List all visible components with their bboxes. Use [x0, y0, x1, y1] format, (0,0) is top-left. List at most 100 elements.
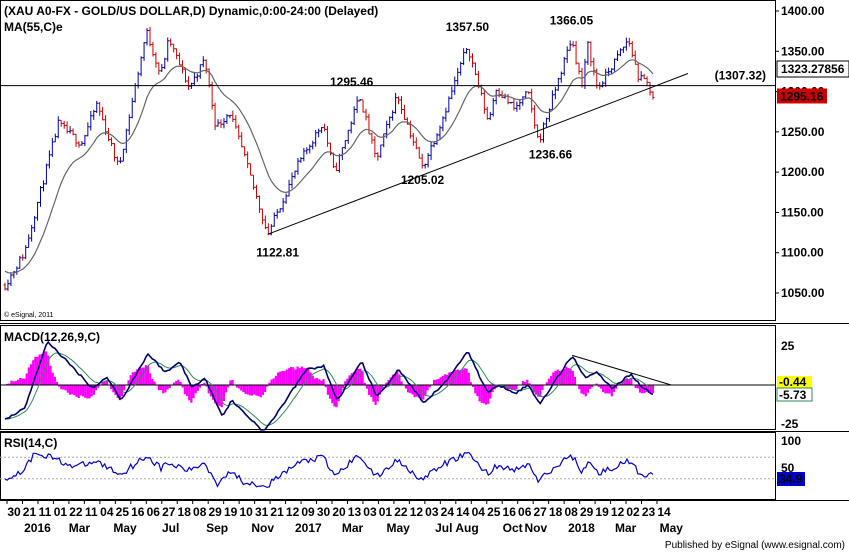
x-day-label: 22 — [69, 505, 83, 519]
price-annotation: 1357.50 — [446, 20, 490, 34]
chart-title: (XAU A0-FX - GOLD/US DOLLAR,D) Dynamic,0… — [4, 4, 378, 18]
x-month-label: Mar — [615, 521, 637, 535]
x-month-label: Sep — [206, 521, 228, 535]
x-day-label: 22 — [394, 505, 408, 519]
x-month-label: Jul — [435, 521, 452, 535]
rsi-line — [4, 451, 654, 489]
x-day-label: 16 — [131, 505, 145, 519]
x-day-label: 24 — [441, 505, 455, 519]
x-month-label: Mar — [342, 521, 364, 535]
rsi-legend: RSI(14,C) — [4, 436, 57, 450]
x-day-label: 09 — [301, 505, 315, 519]
x-day-label: 04 — [100, 505, 114, 519]
x-day-label: 11 — [85, 505, 98, 519]
macd-value: -0.44 — [779, 375, 807, 389]
macd-legend: MACD(12,26,9,C) — [4, 330, 100, 344]
current-price-value: 1295.16 — [780, 89, 824, 103]
x-day-label: 21 — [23, 505, 37, 519]
x-day-label: 19 — [595, 505, 609, 519]
x-month-label: Mar — [69, 521, 91, 535]
x-day-label: 14 — [456, 505, 470, 519]
price-tick-label: 1050.00 — [781, 286, 825, 300]
price-trendline — [267, 73, 689, 235]
x-day-label: 27 — [162, 505, 176, 519]
x-month-label: 2017 — [295, 521, 322, 535]
x-day-label: 12 — [410, 505, 424, 519]
macd-trendline — [572, 354, 672, 386]
x-day-label: 25 — [487, 505, 501, 519]
x-day-label: 25 — [116, 505, 130, 519]
x-month-label: May — [660, 521, 684, 535]
macd-value-badge — [777, 376, 812, 388]
macd-panel-frame — [0, 325, 776, 430]
x-day-label: 11 — [39, 505, 52, 519]
x-day-label: 29 — [209, 505, 223, 519]
price-tick-label: 1250.00 — [781, 125, 825, 139]
macd-tick-label: -25 — [781, 417, 799, 431]
x-month-label: Nov — [525, 521, 548, 535]
x-day-label: 12 — [286, 505, 300, 519]
price-tick-label: 1200.00 — [781, 165, 825, 179]
x-day-label: 04 — [472, 505, 486, 519]
macd-signal-value: -5.73 — [779, 388, 807, 402]
price-annotation: 1236.66 — [529, 148, 573, 162]
price-annotation: 1366.05 — [550, 13, 594, 27]
price-annotation: 1122.81 — [256, 245, 299, 259]
hline-label: (1307.32) — [715, 69, 766, 83]
x-day-label: 03 — [363, 505, 377, 519]
price-annotation: 1205.02 — [401, 173, 445, 187]
ma-value: 1323.27856 — [781, 62, 845, 76]
ma-legend: MA(55,C)e — [4, 20, 63, 34]
x-day-label: 06 — [518, 505, 532, 519]
x-day-label: 08 — [193, 505, 207, 519]
x-day-label: 08 — [564, 505, 578, 519]
rsi-tick-label: 50 — [781, 461, 795, 475]
x-day-label: 27 — [534, 505, 548, 519]
price-panel-frame — [0, 0, 776, 321]
price-tick-label: 1100.00 — [781, 246, 824, 260]
macd-tick-label: 25 — [781, 339, 795, 353]
x-day-label: 19 — [224, 505, 238, 519]
current-price-badge — [777, 88, 827, 104]
x-day-label: 03 — [425, 505, 439, 519]
x-day-label: 23 — [642, 505, 656, 519]
x-month-label: Jul — [162, 521, 179, 535]
ma-value-badge — [776, 60, 849, 78]
x-day-label: 16 — [503, 505, 517, 519]
rsi-value-badge — [777, 472, 805, 486]
x-month-label: May — [113, 521, 137, 535]
ma-line — [4, 59, 654, 274]
price-tick-label: 1400.00 — [781, 4, 825, 18]
x-day-label: 12 — [611, 505, 625, 519]
rsi-tick-label: 100 — [781, 434, 801, 448]
x-day-label: 01 — [379, 505, 393, 519]
x-day-label: 18 — [178, 505, 192, 519]
x-month-label: 2016 — [24, 521, 51, 535]
x-month-label: Aug — [455, 521, 478, 535]
x-day-label: 06 — [147, 505, 161, 519]
price-tick-label: 1150.00 — [781, 205, 824, 219]
x-day-label: 01 — [54, 505, 68, 519]
x-day-label: 30 — [317, 505, 331, 519]
x-day-label: 10 — [239, 505, 253, 519]
x-month-label: 2018 — [568, 521, 595, 535]
x-day-label: 02 — [626, 505, 640, 519]
rsi-panel-frame — [0, 432, 776, 500]
x-month-label: May — [386, 521, 410, 535]
x-day-label: 31 — [255, 505, 269, 519]
x-month-label: Nov — [251, 521, 274, 535]
x-day-label: 14 — [657, 505, 671, 519]
publisher-footer: Published by eSignal (www.esignal.com) — [665, 540, 845, 551]
rsi-value: 34.9 — [779, 472, 803, 486]
x-day-label: 30 — [7, 505, 21, 519]
macd-signal-badge — [776, 387, 813, 402]
macd-line — [4, 340, 654, 431]
x-day-label: 29 — [580, 505, 594, 519]
x-day-label: 21 — [270, 505, 284, 519]
price-annotation: 1295.46 — [330, 75, 374, 89]
x-month-label: Oct — [503, 521, 523, 535]
x-day-label: 18 — [549, 505, 563, 519]
x-day-label: 13 — [348, 505, 362, 519]
x-day-label: 20 — [332, 505, 346, 519]
